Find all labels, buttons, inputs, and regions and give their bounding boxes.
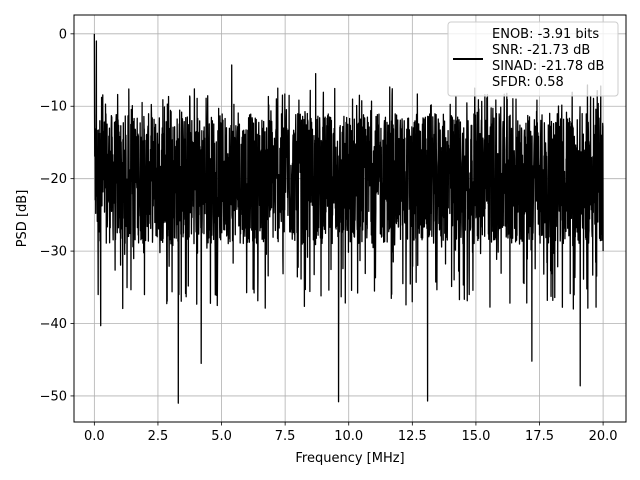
x-tick-label: 5.0 <box>211 429 232 444</box>
y-tick-label: −20 <box>40 172 67 187</box>
legend: ENOB: -3.91 bits SNR: -21.73 dB SINAD: -… <box>447 21 619 97</box>
legend-entry-sfdr: SFDR: 0.58 <box>492 75 564 90</box>
x-tick-label: 12.5 <box>398 429 427 444</box>
x-tick-label: 20.0 <box>589 429 618 444</box>
psd-series-line <box>93 33 604 404</box>
x-tick-label: 0.0 <box>84 429 105 444</box>
legend-entry-sinad: SINAD: -21.78 dB <box>492 59 604 74</box>
y-axis-ticks: 0 −10 −20 −30 −40 −50 <box>40 27 74 404</box>
legend-box <box>447 21 619 97</box>
x-tick-label: 17.5 <box>525 429 554 444</box>
psd-trace <box>93 33 604 404</box>
y-tick-label: 0 <box>59 27 67 42</box>
legend-entry-enob: ENOB: -3.91 bits <box>492 27 599 42</box>
y-tick-label: −50 <box>40 389 67 404</box>
x-axis-ticks: 0.0 2.5 5.0 7.5 10.0 12.5 15.0 17.5 20.0 <box>84 422 618 444</box>
legend-entry-snr: SNR: -21.73 dB <box>492 43 590 58</box>
x-tick-label: 2.5 <box>148 429 169 444</box>
x-tick-label: 7.5 <box>275 429 296 444</box>
x-tick-label: 10.0 <box>334 429 363 444</box>
y-tick-label: −40 <box>40 317 67 332</box>
y-tick-label: −30 <box>40 245 67 260</box>
y-tick-label: −10 <box>40 100 67 115</box>
x-tick-label: 15.0 <box>461 429 490 444</box>
x-axis-label: Frequency [MHz] <box>295 451 404 466</box>
y-axis-label: PSD [dB] <box>15 190 30 248</box>
plot-frame <box>73 14 627 423</box>
